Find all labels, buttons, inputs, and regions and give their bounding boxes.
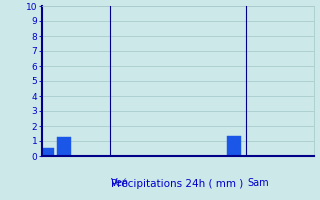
- X-axis label: Précipitations 24h ( mm ): Précipitations 24h ( mm ): [111, 178, 244, 189]
- Bar: [57, 137, 71, 156]
- Text: Sam: Sam: [247, 179, 269, 188]
- Bar: [227, 136, 241, 156]
- Bar: [40, 148, 54, 156]
- Text: Ven: Ven: [111, 179, 129, 188]
